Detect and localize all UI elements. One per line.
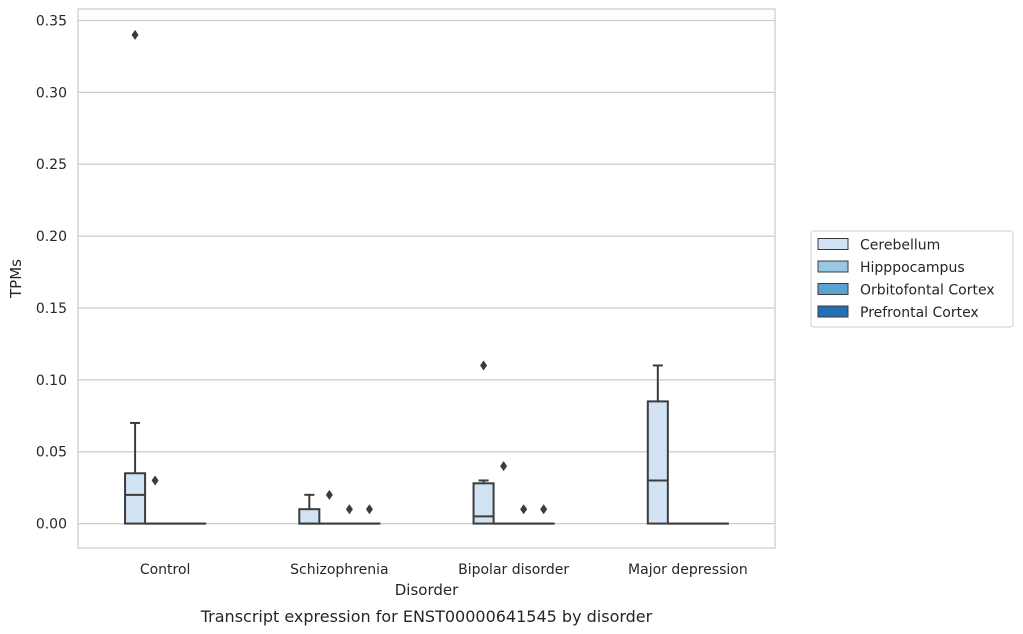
- box-group: [358, 504, 381, 525]
- box-group: [646, 364, 669, 525]
- y-tick-label: 0.10: [36, 373, 67, 389]
- legend-label: Orbitofontal Cortex: [860, 283, 995, 299]
- outlier-point: [480, 360, 488, 371]
- legend-label: Prefrontal Cortex: [860, 305, 979, 321]
- box-group: [298, 493, 321, 525]
- outlier-point: [131, 29, 139, 40]
- box-group: [144, 475, 167, 525]
- outlier-point: [325, 489, 333, 500]
- box-plots: [124, 29, 729, 525]
- x-tick-labels: Control Schizophrenia Bipolar disorder Majo…: [140, 562, 748, 578]
- box-group: [472, 360, 495, 525]
- x-tick-label: Major depression: [628, 562, 748, 578]
- y-tick-label: 0.25: [36, 157, 67, 173]
- chart-caption: Transcript expression for ENST0000064154…: [200, 607, 653, 626]
- outlier-point: [540, 504, 548, 515]
- y-tick-label: 0.35: [36, 13, 67, 29]
- y-tick-label: 0.15: [36, 301, 67, 317]
- y-tick-label: 0.05: [36, 445, 67, 461]
- box-group: [338, 504, 361, 525]
- x-tick-label: Control: [140, 562, 191, 578]
- legend-swatch: [817, 238, 849, 250]
- box: [298, 508, 321, 525]
- box: [472, 482, 495, 525]
- plot-frame: [77, 8, 776, 549]
- box: [646, 400, 669, 525]
- legend-swatch: [817, 283, 849, 295]
- legend-label: Cerebellum: [860, 238, 940, 254]
- outlier-point: [365, 504, 373, 515]
- legend-swatch: [817, 305, 849, 318]
- legend-swatch: [817, 260, 849, 273]
- y-tick-label: 0.00: [36, 517, 67, 533]
- box-group: [492, 461, 515, 525]
- y-axis-label: TPMs: [7, 259, 25, 299]
- y-tick-label: 0.20: [36, 229, 67, 245]
- box: [124, 472, 147, 525]
- box-group: [512, 504, 535, 525]
- outlier-point: [345, 504, 353, 515]
- x-axis-label: Disorder: [395, 581, 459, 599]
- outlier-point: [500, 461, 508, 472]
- legend: Cerebellum Hipppocampus Orbitofontal Corte…: [810, 230, 1014, 328]
- box-group: [124, 29, 147, 525]
- x-tick-label: Schizophrenia: [290, 562, 388, 578]
- box-group: [532, 504, 555, 525]
- grid-lines: [78, 19, 775, 525]
- y-tick-labels: 0.00 0.05 0.10 0.15 0.20 0.25 0.30 0.35: [36, 13, 67, 532]
- outlier-point: [520, 504, 528, 515]
- box-group: [318, 489, 341, 525]
- outlier-point: [151, 475, 159, 486]
- x-tick-label: Bipolar disorder: [458, 562, 569, 578]
- legend-label: Hipppocampus: [860, 260, 965, 276]
- legend-frame: [810, 230, 1014, 328]
- y-tick-label: 0.30: [36, 85, 67, 101]
